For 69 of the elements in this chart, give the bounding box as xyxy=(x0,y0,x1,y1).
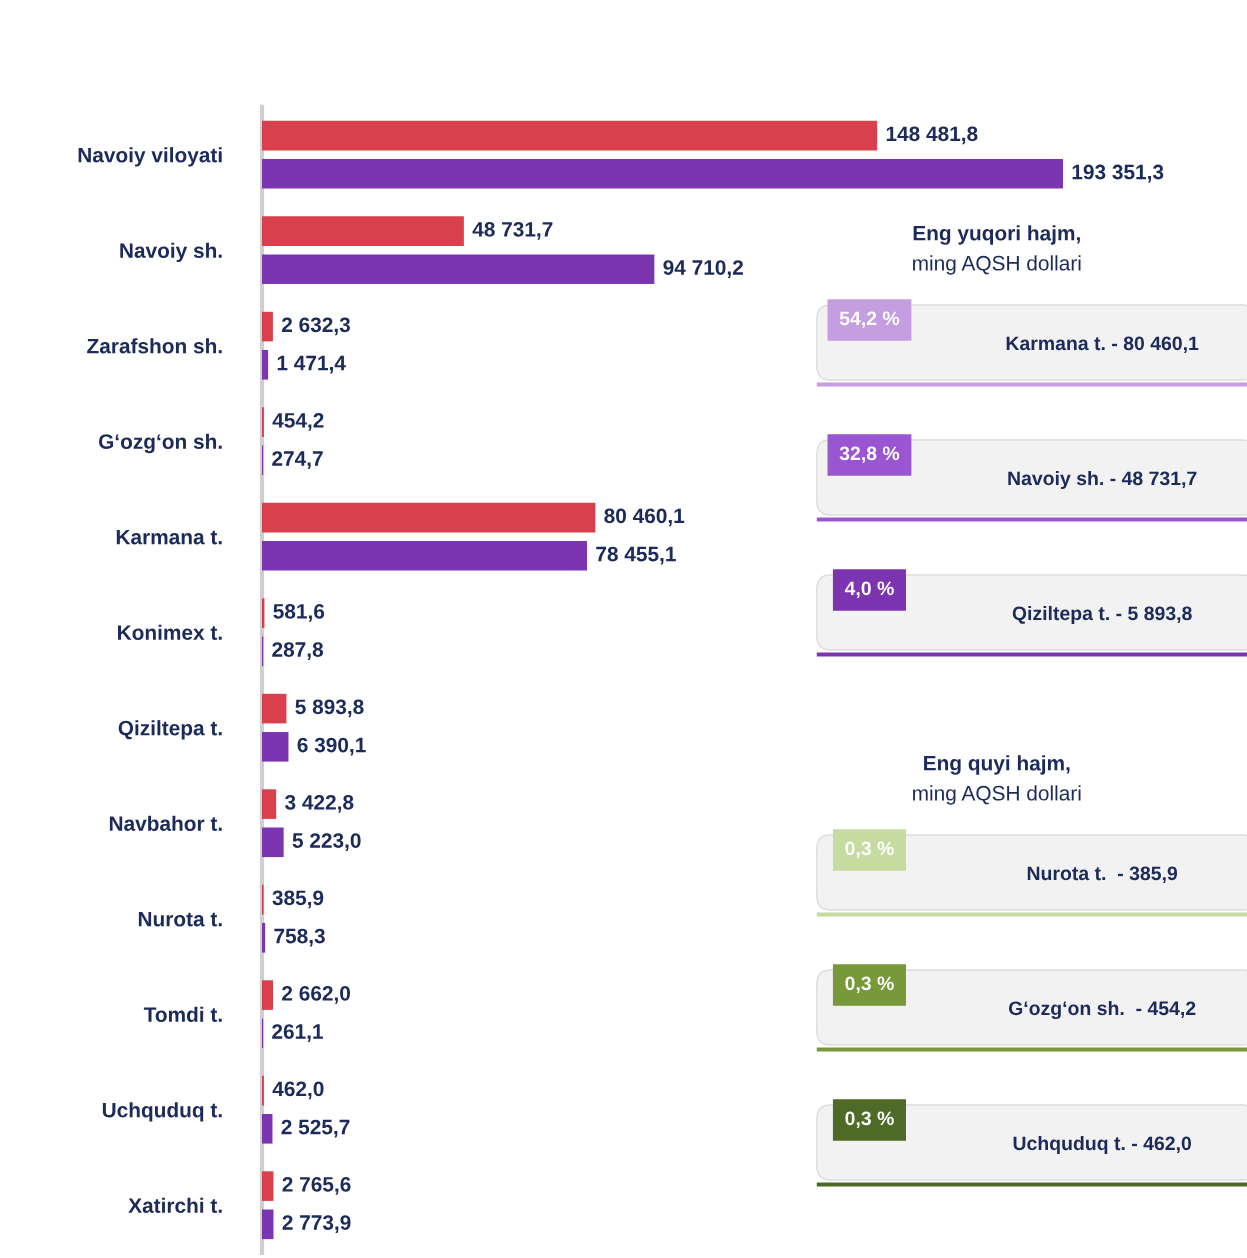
text: Eng yuqori hajm, xyxy=(913,225,1080,245)
bar xyxy=(262,254,655,285)
bar xyxy=(262,1171,274,1201)
annotation: Nurota t. - 385,9 xyxy=(1027,866,1178,884)
data-label: 261,1 xyxy=(272,1024,323,1042)
y-tick-label: Tomdi t. xyxy=(143,1006,222,1022)
bar xyxy=(262,789,277,819)
data-label: 193 351,3 xyxy=(1072,164,1164,183)
bar xyxy=(262,540,588,571)
y-tick-label: Qiziltepa t. xyxy=(118,720,222,740)
y-tick-label: Karmana t. xyxy=(116,529,222,545)
annotation: Karmana t. - 80 460,1 xyxy=(1006,336,1199,354)
y-tick-label: Navbahor t. xyxy=(109,815,222,831)
data-label: 454,2 xyxy=(272,412,324,431)
bar xyxy=(262,216,464,246)
data-label: 2 765,6 xyxy=(282,1176,351,1195)
data-label: 462,0 xyxy=(272,1081,324,1100)
data-label: 5 893,8 xyxy=(295,699,364,718)
y-tick-label: Navoiy viloyati xyxy=(78,147,222,167)
text: ming AQSH dollari xyxy=(913,785,1081,805)
data-label: 758,3 xyxy=(274,928,325,947)
y-tick-label: Xatirchi t. xyxy=(128,1197,222,1213)
annotation: 32,8 % xyxy=(839,446,900,464)
y-tick-label: Konimex t. xyxy=(118,624,222,640)
bar xyxy=(262,732,289,762)
bar xyxy=(262,1209,274,1240)
annotation: G‘ozg‘on sh. - 454,2 xyxy=(1008,1000,1196,1020)
data-label: 6 390,1 xyxy=(297,737,366,756)
bar xyxy=(262,693,287,724)
data-label: 78 455,1 xyxy=(596,546,676,565)
data-label: 274,7 xyxy=(272,451,323,469)
y-tick-label: Nurota t. xyxy=(138,911,222,927)
bar xyxy=(262,923,266,953)
y-tick-label: G‘ozg‘on sh. xyxy=(98,433,222,454)
bar xyxy=(262,311,273,342)
data-label: 581,6 xyxy=(273,603,325,622)
data-label: 3 422,8 xyxy=(284,794,354,813)
data-label: 2 773,9 xyxy=(282,1215,351,1233)
annotation: 0,3 % xyxy=(845,841,894,859)
bar xyxy=(262,1114,273,1144)
text: Eng quyi hajm, xyxy=(924,755,1070,775)
annotation: Uchquduq t. - 462,0 xyxy=(1013,1135,1192,1155)
data-label: 80 460,1 xyxy=(604,508,685,527)
bar xyxy=(262,349,269,380)
data-label: 385,9 xyxy=(272,890,324,909)
y-tick-label: Uchquduq t. xyxy=(102,1102,222,1122)
data-label: 94 710,2 xyxy=(663,260,743,278)
data-label: 2 662,0 xyxy=(282,985,351,1004)
data-label: 2 632,3 xyxy=(281,317,350,336)
bar xyxy=(262,502,596,533)
data-label: 5 223,0 xyxy=(292,833,361,851)
annotation: 0,3 % xyxy=(845,1111,894,1129)
annotation: Qiziltepa t. - 5 893,8 xyxy=(1012,605,1192,625)
data-label: 287,8 xyxy=(272,642,324,660)
data-label: 148 481,8 xyxy=(886,126,978,145)
data-label: 1 471,4 xyxy=(277,355,346,374)
annotation: 54,2 % xyxy=(839,311,900,329)
bar xyxy=(262,120,878,151)
annotation: 0,3 % xyxy=(845,976,894,994)
y-tick-label: Navoiy sh. xyxy=(120,242,222,263)
y-tick-label: Zarafshon sh. xyxy=(87,338,222,354)
bar xyxy=(262,980,274,1010)
annotation: Navoiy sh. - 48 731,7 xyxy=(1008,470,1197,490)
text: ming AQSH dollari xyxy=(913,255,1081,275)
bar xyxy=(262,827,284,858)
data-label: 2 525,7 xyxy=(281,1119,350,1138)
bar xyxy=(262,158,1063,189)
data-label: 48 731,7 xyxy=(472,221,553,240)
annotation: 4,0 % xyxy=(844,581,894,599)
